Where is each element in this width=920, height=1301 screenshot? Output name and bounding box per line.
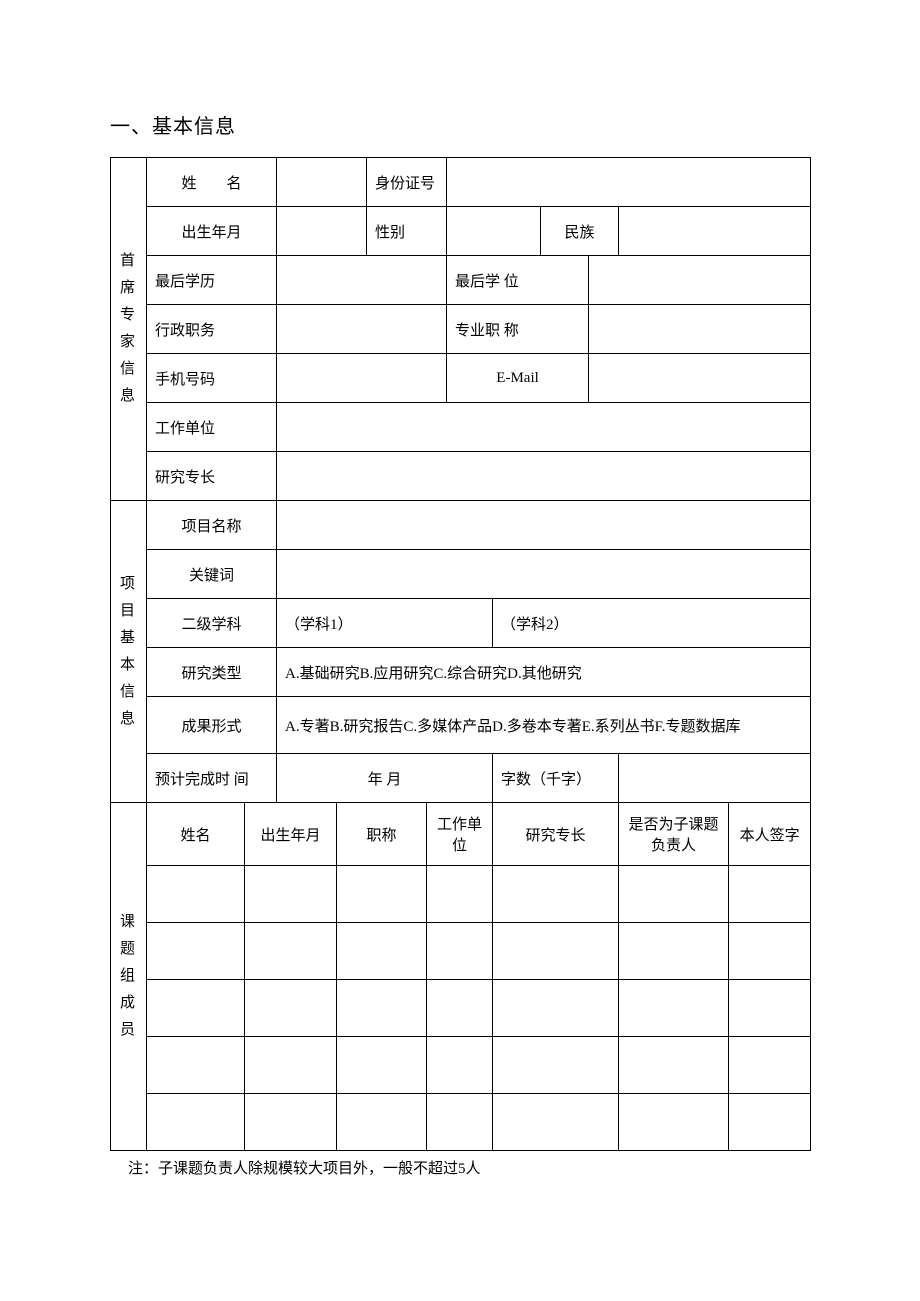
member-leader[interactable] [619, 866, 729, 923]
col-unit: 工作单位 [427, 803, 493, 866]
research-type-options[interactable]: A.基础研究B.应用研究C.综合研究D.其他研究 [277, 648, 811, 697]
completion-label: 预计完成时 间 [147, 754, 277, 803]
edu-label: 最后学历 [147, 256, 277, 305]
keywords-value[interactable] [277, 550, 811, 599]
project-name-value[interactable] [277, 501, 811, 550]
member-title[interactable] [337, 980, 427, 1037]
member-specialty[interactable] [493, 980, 619, 1037]
member-specialty[interactable] [493, 1094, 619, 1151]
member-unit[interactable] [427, 1037, 493, 1094]
table-row [111, 1094, 811, 1151]
member-birth[interactable] [245, 980, 337, 1037]
table-row [111, 1037, 811, 1094]
specialty-label: 研究专长 [147, 452, 277, 501]
gender-label: 性别 [367, 207, 447, 256]
member-title[interactable] [337, 866, 427, 923]
ethnicity-label: 民族 [541, 207, 619, 256]
member-birth[interactable] [245, 923, 337, 980]
col-signature: 本人签字 [729, 803, 811, 866]
email-label: E-Mail [447, 354, 589, 403]
member-title[interactable] [337, 1037, 427, 1094]
edu-value[interactable] [277, 256, 447, 305]
col-name: 姓名 [147, 803, 245, 866]
footnote: 注：子课题负责人除规模较大项目外，一般不超过5人 [110, 1157, 810, 1178]
table-row [111, 980, 811, 1037]
discipline1-value[interactable]: （学科1） [277, 599, 493, 648]
expert-group-label: 首 席专 家信 息 [111, 158, 147, 501]
member-name[interactable] [147, 1094, 245, 1151]
basic-info-table: 首 席专 家信 息 姓 名 身份证号 出生年月 性别 民族 最后学历 最后学 位… [110, 157, 811, 1151]
member-specialty[interactable] [493, 1037, 619, 1094]
member-leader[interactable] [619, 1037, 729, 1094]
name-value[interactable] [277, 158, 367, 207]
degree-value[interactable] [589, 256, 811, 305]
keywords-label: 关键词 [147, 550, 277, 599]
output-form-options[interactable]: A.专著B.研究报告C.多媒体产品D.多卷本专著E.系列丛书F.专题数据库 [277, 697, 811, 754]
protitle-label: 专业职 称 [447, 305, 589, 354]
degree-label: 最后学 位 [447, 256, 589, 305]
discipline2-value[interactable]: （学科2） [493, 599, 811, 648]
member-specialty[interactable] [493, 866, 619, 923]
research-type-label: 研究类型 [147, 648, 277, 697]
member-name[interactable] [147, 923, 245, 980]
protitle-value[interactable] [589, 305, 811, 354]
id-value[interactable] [447, 158, 811, 207]
admin-value[interactable] [277, 305, 447, 354]
member-leader[interactable] [619, 980, 729, 1037]
members-group-label: 课题组成员 [111, 803, 147, 1151]
birth-value[interactable] [277, 207, 367, 256]
member-unit[interactable] [427, 923, 493, 980]
member-unit[interactable] [427, 980, 493, 1037]
gender-value[interactable] [447, 207, 541, 256]
member-birth[interactable] [245, 1037, 337, 1094]
birth-label: 出生年月 [147, 207, 277, 256]
member-unit[interactable] [427, 866, 493, 923]
specialty-value[interactable] [277, 452, 811, 501]
wordcount-label: 字数（千字） [493, 754, 619, 803]
member-title[interactable] [337, 923, 427, 980]
member-name[interactable] [147, 980, 245, 1037]
member-birth[interactable] [245, 1094, 337, 1151]
name-label: 姓 名 [147, 158, 277, 207]
table-row [111, 866, 811, 923]
member-signature[interactable] [729, 1094, 811, 1151]
member-signature[interactable] [729, 1037, 811, 1094]
member-name[interactable] [147, 866, 245, 923]
member-signature[interactable] [729, 866, 811, 923]
member-birth[interactable] [245, 866, 337, 923]
wordcount-value[interactable] [619, 754, 811, 803]
discipline-label: 二级学科 [147, 599, 277, 648]
member-name[interactable] [147, 1037, 245, 1094]
member-specialty[interactable] [493, 923, 619, 980]
ethnicity-value[interactable] [619, 207, 811, 256]
member-leader[interactable] [619, 1094, 729, 1151]
workunit-value[interactable] [277, 403, 811, 452]
phone-value[interactable] [277, 354, 447, 403]
project-group-label: 项 目基 本信 息 [111, 501, 147, 803]
completion-value[interactable]: 年 月 [277, 754, 493, 803]
table-row [111, 923, 811, 980]
id-label: 身份证号 [367, 158, 447, 207]
workunit-label: 工作单位 [147, 403, 277, 452]
admin-label: 行政职务 [147, 305, 277, 354]
project-name-label: 项目名称 [147, 501, 277, 550]
output-form-label: 成果形式 [147, 697, 277, 754]
member-signature[interactable] [729, 980, 811, 1037]
member-title[interactable] [337, 1094, 427, 1151]
col-birth: 出生年月 [245, 803, 337, 866]
email-value[interactable] [589, 354, 811, 403]
col-title: 职称 [337, 803, 427, 866]
member-unit[interactable] [427, 1094, 493, 1151]
phone-label: 手机号码 [147, 354, 277, 403]
col-specialty: 研究专长 [493, 803, 619, 866]
section-title: 一、基本信息 [110, 110, 810, 139]
col-leader: 是否为子课题负责人 [619, 803, 729, 866]
member-signature[interactable] [729, 923, 811, 980]
member-leader[interactable] [619, 923, 729, 980]
